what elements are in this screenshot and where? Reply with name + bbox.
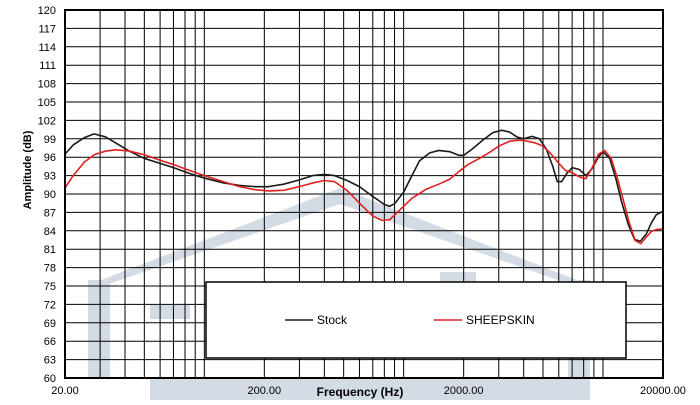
y-axis-title: Amplitude (dB) — [22, 130, 34, 209]
y-tick-label: 120 — [38, 5, 56, 17]
y-tick-label: 111 — [39, 60, 56, 72]
y-tick-label: 90 — [44, 189, 56, 201]
y-tick-label: 84 — [44, 226, 56, 238]
y-tick-label: 66 — [44, 336, 56, 348]
y-tick-label: 96 — [44, 152, 56, 164]
x-tick-label: 20000.00 — [640, 385, 686, 397]
y-tick-label: 117 — [38, 23, 56, 35]
y-tick-label: 75 — [44, 281, 56, 293]
y-tick-label: 81 — [44, 244, 56, 256]
y-tick-label: 78 — [44, 263, 56, 275]
y-tick-label: 93 — [44, 171, 56, 183]
y-tick-label: 99 — [44, 134, 56, 146]
series-lines — [64, 129, 664, 245]
y-tick-label: 69 — [44, 318, 56, 330]
x-tick-label: 2000.00 — [444, 385, 484, 397]
y-tick-label: 87 — [44, 207, 56, 219]
series-line-stock — [64, 129, 664, 243]
tick-labels: 120 117 114 111 108 105 102 99 96 93 90 87 84 81 78 75 7… — [38, 5, 686, 397]
y-tick-label: 108 — [38, 79, 56, 91]
legend-box — [205, 281, 627, 359]
y-tick-label: 72 — [44, 299, 56, 311]
legend: Stock SHEEPSKIN — [205, 281, 627, 359]
legend-label-sheepskin: SHEEPSKIN — [466, 313, 535, 327]
grid-lines — [64, 9, 664, 379]
y-tick-label: 114 — [38, 42, 56, 54]
y-tick-label: 105 — [38, 97, 56, 109]
legend-label-stock: Stock — [317, 313, 348, 327]
x-tick-label: 200.00 — [248, 385, 282, 397]
y-tick-label: 60 — [44, 373, 56, 385]
y-tick-label: 63 — [44, 355, 56, 367]
x-tick-label: 20.00 — [51, 385, 79, 397]
y-tick-label: 102 — [38, 115, 56, 127]
x-axis-title: Frequency (Hz) — [317, 385, 404, 399]
plot-frame — [64, 9, 664, 379]
series-line-sheepskin — [64, 139, 664, 245]
